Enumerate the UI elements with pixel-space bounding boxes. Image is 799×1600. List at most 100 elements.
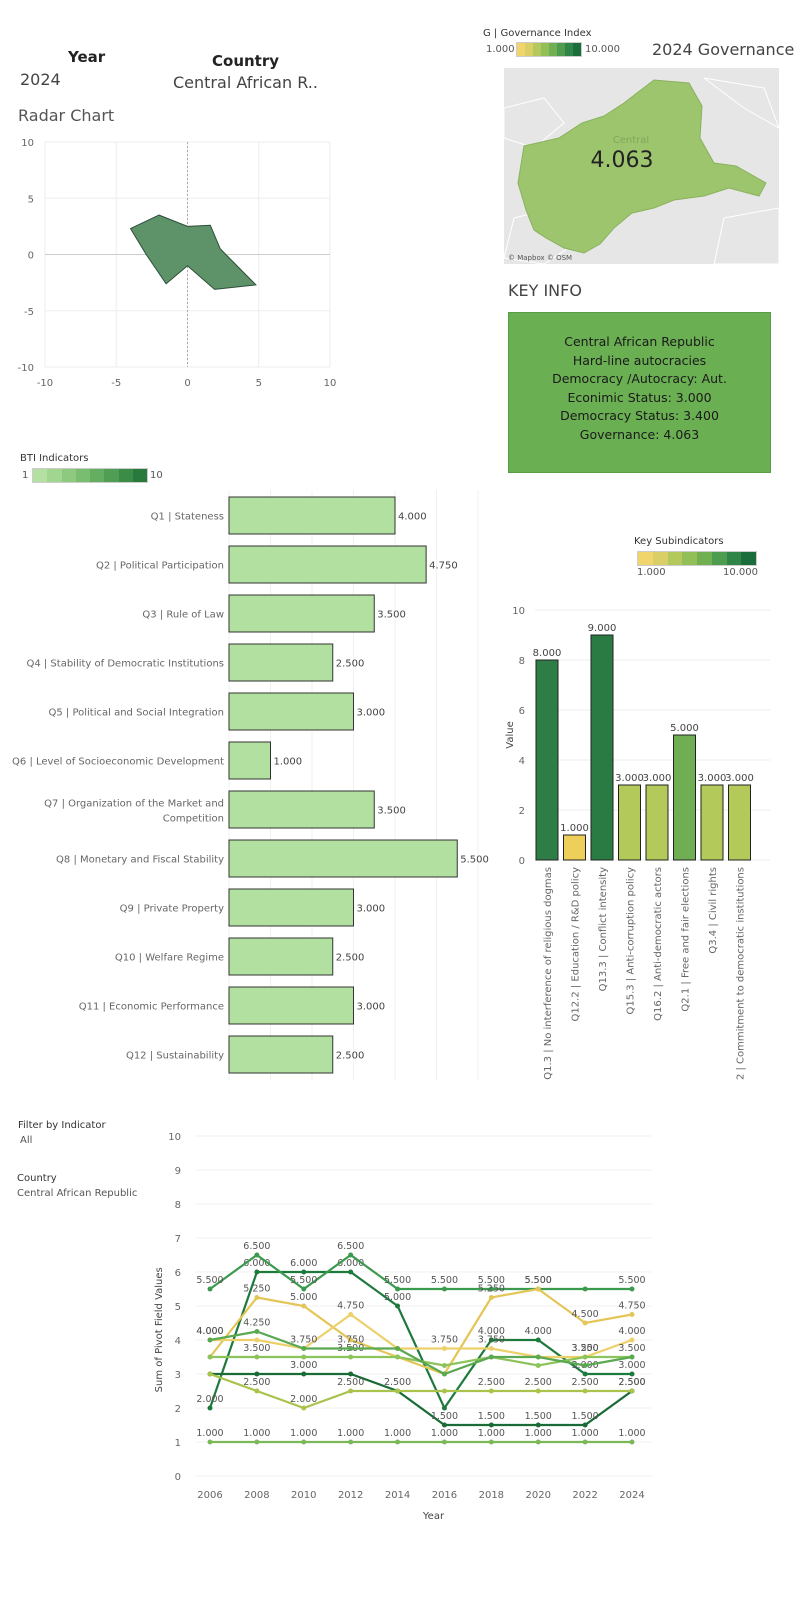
line-y-tick: 8 — [175, 1200, 181, 1211]
radar-y-tick: -5 — [24, 307, 34, 318]
line-data-label: 5.250 — [243, 1284, 270, 1295]
line-point — [395, 1303, 401, 1309]
line-point — [207, 1405, 213, 1411]
line-data-label: 4.000 — [618, 1326, 645, 1337]
sub-bar — [535, 659, 559, 861]
bti-bar-chart[interactable]: Q1 | Stateness 4.000 Q2 | Political Partic… — [0, 490, 500, 1090]
line-point — [582, 1363, 588, 1368]
line-data-label: 2.500 — [384, 1377, 411, 1388]
line-point — [441, 1286, 447, 1292]
line-x-tick: 2012 — [338, 1490, 363, 1501]
sub-value-label: 3.000 — [643, 773, 672, 784]
line-point — [535, 1363, 541, 1368]
sub-value-label: 8.000 — [533, 648, 562, 659]
line-data-label: 1.500 — [431, 1411, 458, 1422]
radar-y-tick: 0 — [28, 251, 34, 262]
line-x-tick: 2014 — [385, 1490, 410, 1501]
line-point — [582, 1388, 588, 1394]
line-point — [395, 1346, 401, 1351]
filter-country-value[interactable]: Central African Republic — [17, 1188, 138, 1199]
sub-category-label: Q1.3 | No interference of religious dogm… — [543, 867, 554, 1080]
bti-bar — [228, 986, 354, 1025]
line-point — [348, 1388, 354, 1394]
line-point — [254, 1269, 260, 1275]
bti-category-label: Q9 | Private Property — [120, 904, 224, 915]
bti-bar — [228, 496, 396, 535]
line-point — [254, 1252, 260, 1258]
bti-legend-min: 1 — [22, 470, 29, 481]
line-x-tick: 2010 — [291, 1490, 316, 1501]
bti-legend-title: BTI Indicators — [20, 453, 89, 464]
radar-y-tick: 10 — [21, 138, 34, 149]
line-point — [488, 1295, 494, 1300]
line-y-tick: 9 — [175, 1166, 181, 1177]
year-value[interactable]: 2024 — [20, 70, 61, 89]
line-data-label: 5.500 — [525, 1275, 552, 1286]
line-data-label: 1.000 — [525, 1428, 552, 1439]
line-data-label: 3.750 — [431, 1335, 458, 1346]
map-region-label: Central — [613, 135, 649, 146]
line-data-label: 1.000 — [290, 1428, 317, 1439]
governance-map[interactable]: Central 4.063 © Mapbox © OSM — [503, 68, 780, 265]
line-point — [535, 1422, 541, 1428]
bti-category-label-line: Q7 | Organization of the Market and — [44, 799, 224, 810]
sub-y-tick: 4 — [519, 756, 525, 767]
bti-value-label: 2.500 — [336, 1051, 365, 1062]
line-data-label: 2.500 — [337, 1377, 364, 1388]
radar-y-tick: -10 — [18, 363, 34, 374]
line-y-tick: 5 — [175, 1302, 181, 1313]
radar-chart[interactable]: -10 -5 0 5 10 10 5 0 -5 -10 — [0, 130, 340, 405]
bti-bar — [228, 741, 271, 780]
key-info-title: KEY INFO — [508, 281, 582, 300]
line-point — [582, 1354, 588, 1360]
bti-value-label: 4.000 — [398, 512, 427, 523]
line-point — [488, 1439, 494, 1445]
bti-bar — [228, 839, 458, 878]
car-region[interactable] — [517, 79, 767, 254]
line-data-label: 3.500 — [572, 1343, 599, 1354]
country-label: Country — [212, 52, 280, 70]
line-point — [629, 1312, 635, 1317]
line-series-s5 — [210, 1313, 633, 1359]
line-x-tick: 2018 — [479, 1490, 504, 1501]
sub-category-label: Q13.3 | Conflict intensity — [598, 867, 609, 991]
line-data-label: 4.250 — [243, 1318, 270, 1329]
filter-indicator-value[interactable]: All — [20, 1135, 33, 1146]
line-chart[interactable]: 0 1 2 3 4 5 6 7 8 9 10 2006 2008 2010 2012 2014 2016 2018… — [150, 1128, 680, 1568]
line-point — [629, 1337, 635, 1343]
line-data-label: 1.000 — [337, 1428, 364, 1439]
line-point — [254, 1329, 260, 1334]
line-data-label: 6.000 — [337, 1258, 364, 1269]
radar-x-tick: 0 — [184, 378, 190, 389]
line-point — [207, 1439, 213, 1445]
line-data-label: 3.750 — [290, 1335, 317, 1346]
line-series-s3 — [210, 1372, 633, 1427]
line-point — [488, 1337, 494, 1343]
country-value[interactable]: Central African R.. — [173, 73, 318, 92]
gov-legend-title: G | Governance Index — [483, 28, 592, 39]
bti-value-label: 3.000 — [357, 904, 386, 915]
line-point — [207, 1354, 213, 1360]
sub-category-label: Q16.2 | Anti-democratic actors — [653, 867, 664, 1021]
key-info-line: Hard-line autocracies — [572, 352, 707, 368]
line-y-tick: 3 — [175, 1370, 181, 1381]
line-x-tick: 2024 — [619, 1490, 644, 1501]
line-data-label: 6.000 — [243, 1258, 270, 1269]
bti-legend-ramp — [32, 468, 148, 483]
line-point — [348, 1337, 354, 1343]
sub-bar — [728, 784, 751, 861]
line-data-label: 1.500 — [525, 1411, 552, 1422]
bti-bar — [228, 1035, 334, 1074]
line-data-label: 5.500 — [478, 1275, 505, 1286]
line-point — [301, 1371, 307, 1377]
line-data-label: 4.500 — [572, 1309, 599, 1320]
line-point — [535, 1286, 541, 1292]
line-point — [207, 1286, 213, 1292]
line-data-label: 2.500 — [243, 1377, 270, 1388]
bti-bar — [228, 545, 427, 584]
line-point — [254, 1388, 260, 1394]
line-point — [395, 1388, 401, 1394]
line-point — [582, 1371, 588, 1377]
subindicator-bar-chart[interactable]: 0 2 4 6 8 10 Value 8.000 Q1.3 | No interference … — [505, 600, 795, 1080]
radar-y-tick: 5 — [28, 194, 34, 205]
